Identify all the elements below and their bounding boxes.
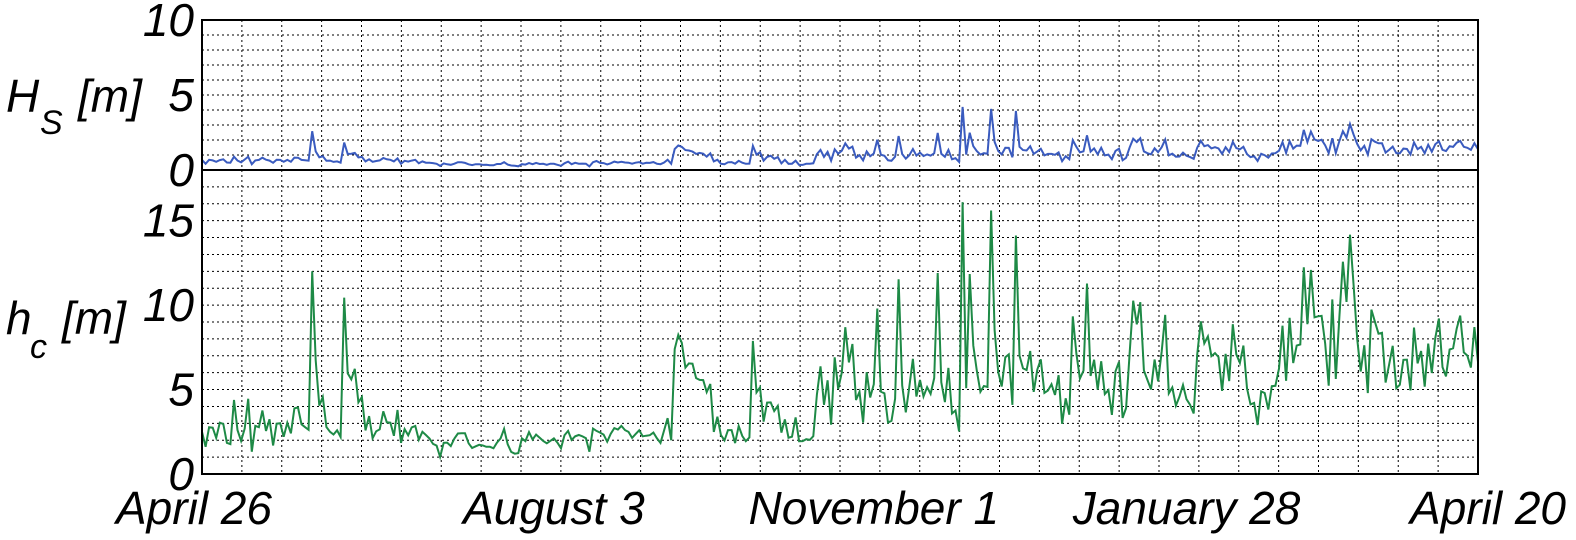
hc-panel: 0 5 10 15 [143, 169, 1479, 500]
hs-panel: 0 5 10 [143, 0, 1479, 196]
hs-y-label: H S [m] [6, 70, 143, 142]
hs-series-line [201, 106, 1479, 168]
x-tick-label: August 3 [460, 482, 645, 534]
hs-y-label-sub: S [40, 104, 63, 142]
x-axis-tick-labels: April 26 August 3 November 1 January 28 Apri… [113, 482, 1566, 534]
hs-y-tick-label: 5 [168, 69, 194, 121]
hc-y-tick-label: 15 [143, 195, 195, 247]
hs-y-label-main: H [6, 70, 40, 122]
x-tick-label: April 20 [1407, 482, 1566, 534]
hc-y-ticks: 0 5 10 15 [143, 195, 195, 500]
hc-y-label: h c [m] [6, 292, 127, 366]
hc-y-label-sub: c [30, 328, 47, 366]
hc-y-tick-label: 0 [168, 448, 194, 500]
hs-y-ticks: 0 5 10 [143, 0, 195, 196]
hc-y-tick-label: 5 [168, 364, 194, 416]
hs-grid [202, 20, 1478, 170]
hc-series-line [201, 202, 1479, 461]
hs-y-tick-label: 10 [143, 0, 195, 46]
hc-y-tick-label: 10 [143, 279, 195, 331]
hc-y-label-unit: [m] [61, 292, 127, 344]
hs-y-tick-label: 0 [168, 144, 194, 196]
hc-y-label-main: h [6, 292, 32, 344]
x-tick-label: November 1 [748, 482, 999, 534]
x-tick-label: January 28 [1072, 482, 1301, 534]
hs-y-label-unit: [m] [77, 70, 143, 122]
x-tick-label: April 26 [113, 482, 272, 534]
